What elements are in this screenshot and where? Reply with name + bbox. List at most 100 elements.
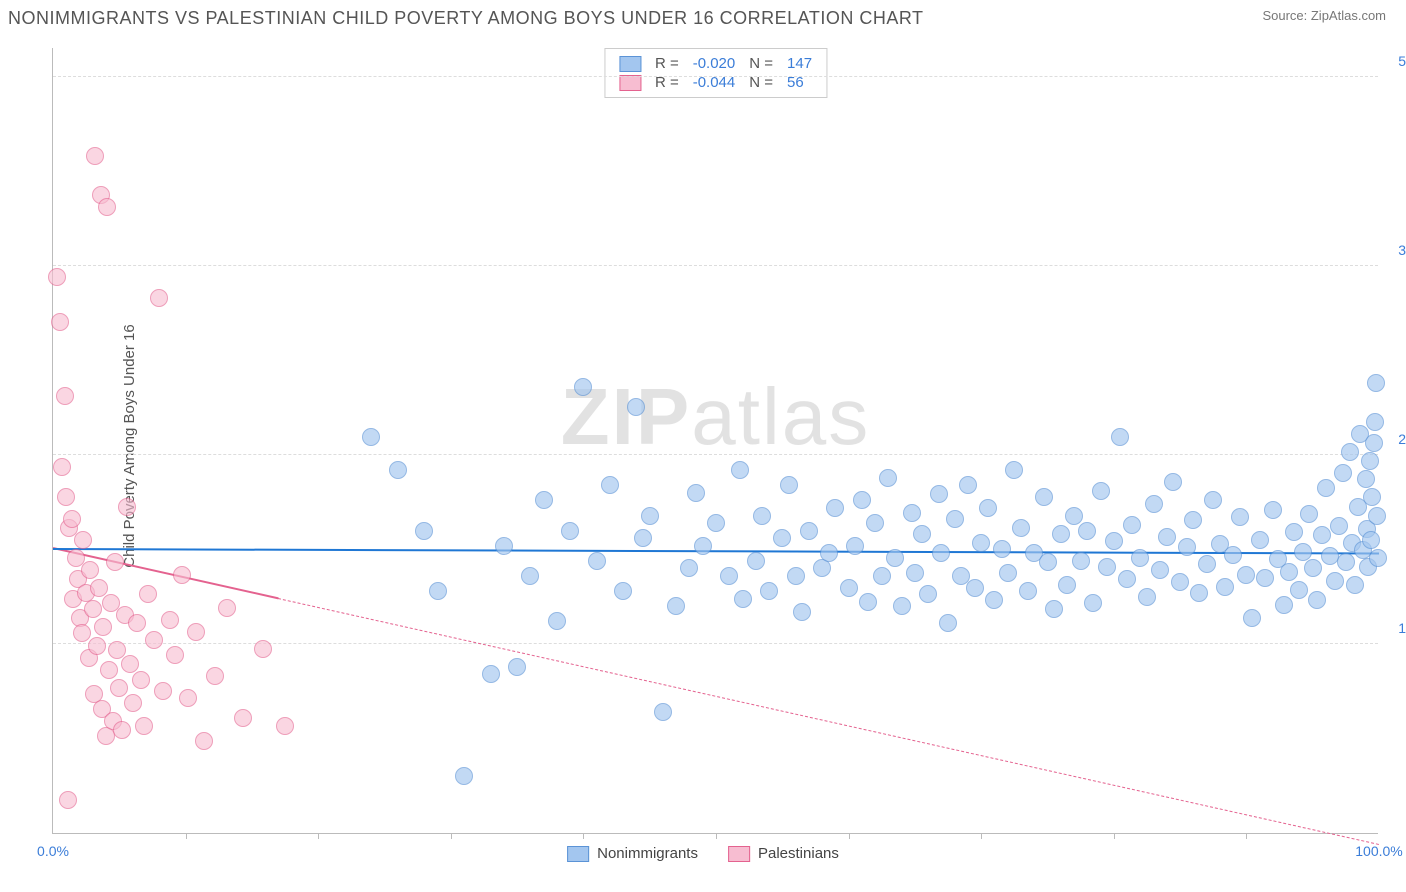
data-point <box>63 510 81 528</box>
data-point <box>780 476 798 494</box>
data-point <box>1145 495 1163 513</box>
data-point <box>793 603 811 621</box>
data-point <box>1231 508 1249 526</box>
trend-line-extrapolated <box>278 598 1379 845</box>
stat-n-label: N = <box>749 55 773 72</box>
data-point <box>100 661 118 679</box>
data-point <box>106 553 124 571</box>
data-point <box>139 585 157 603</box>
data-point <box>946 510 964 528</box>
data-point <box>627 398 645 416</box>
data-point <box>1084 594 1102 612</box>
data-point <box>893 597 911 615</box>
data-point <box>110 679 128 697</box>
data-point <box>1363 488 1381 506</box>
data-point <box>614 582 632 600</box>
data-point <box>1237 566 1255 584</box>
data-point <box>1369 549 1387 567</box>
data-point <box>1058 576 1076 594</box>
data-point <box>74 531 92 549</box>
data-point <box>999 564 1017 582</box>
data-point <box>1337 553 1355 571</box>
data-point <box>694 537 712 555</box>
data-point <box>966 579 984 597</box>
data-point <box>1243 609 1261 627</box>
data-point <box>1361 452 1379 470</box>
data-point <box>1151 561 1169 579</box>
data-point <box>1019 582 1037 600</box>
data-point <box>1317 479 1335 497</box>
data-point <box>846 537 864 555</box>
data-point <box>1204 491 1222 509</box>
data-point <box>1365 434 1383 452</box>
xtick <box>849 833 850 839</box>
data-point <box>654 703 672 721</box>
xtick <box>451 833 452 839</box>
data-point <box>173 566 191 584</box>
data-point <box>707 514 725 532</box>
data-point <box>57 488 75 506</box>
chart-title: NONIMMIGRANTS VS PALESTINIAN CHILD POVER… <box>8 8 924 29</box>
stats-legend-box: R = -0.020 N = 147 R = -0.044 N = 56 <box>604 48 827 98</box>
stat-n-nonimmigrants: 147 <box>787 55 812 72</box>
data-point <box>667 597 685 615</box>
gridline-h <box>53 76 1378 77</box>
data-point <box>118 498 136 516</box>
data-point <box>1290 581 1308 599</box>
xtick <box>186 833 187 839</box>
data-point <box>276 717 294 735</box>
xtick-label: 0.0% <box>37 843 69 859</box>
data-point <box>1326 572 1344 590</box>
data-point <box>800 522 818 540</box>
data-point <box>1304 559 1322 577</box>
data-point <box>1280 563 1298 581</box>
data-point <box>1171 573 1189 591</box>
xtick <box>1114 833 1115 839</box>
data-point <box>389 461 407 479</box>
data-point <box>859 593 877 611</box>
data-point <box>521 567 539 585</box>
data-point <box>687 484 705 502</box>
swatch-nonimmigrants <box>567 846 589 862</box>
data-point <box>1111 428 1129 446</box>
gridline-h <box>53 265 1378 266</box>
xtick <box>583 833 584 839</box>
data-point <box>1346 576 1364 594</box>
data-point <box>979 499 997 517</box>
data-point <box>972 534 990 552</box>
legend-label-nonimmigrants: Nonimmigrants <box>597 845 698 862</box>
ytick-label: 50.0% <box>1383 53 1406 69</box>
data-point <box>720 567 738 585</box>
data-point <box>826 499 844 517</box>
data-point <box>1285 523 1303 541</box>
data-point <box>1072 552 1090 570</box>
data-point <box>482 665 500 683</box>
data-point <box>734 590 752 608</box>
data-point <box>161 611 179 629</box>
data-point <box>1264 501 1282 519</box>
data-point <box>121 655 139 673</box>
data-point <box>206 667 224 685</box>
data-point <box>179 689 197 707</box>
data-point <box>866 514 884 532</box>
data-point <box>415 522 433 540</box>
data-point <box>1190 584 1208 602</box>
data-point <box>641 507 659 525</box>
data-point <box>1078 522 1096 540</box>
data-point <box>879 469 897 487</box>
data-point <box>135 717 153 735</box>
data-point <box>1052 525 1070 543</box>
data-point <box>1367 374 1385 392</box>
stats-row-nonimmigrants: R = -0.020 N = 147 <box>619 55 812 72</box>
data-point <box>1164 473 1182 491</box>
data-point <box>680 559 698 577</box>
data-point <box>48 268 66 286</box>
data-point <box>588 552 606 570</box>
data-point <box>1105 532 1123 550</box>
data-point <box>574 378 592 396</box>
data-point <box>495 537 513 555</box>
legend-item-nonimmigrants: Nonimmigrants <box>567 845 698 862</box>
data-point <box>1065 507 1083 525</box>
data-point <box>1256 569 1274 587</box>
source-label: Source: ZipAtlas.com <box>1262 8 1386 23</box>
